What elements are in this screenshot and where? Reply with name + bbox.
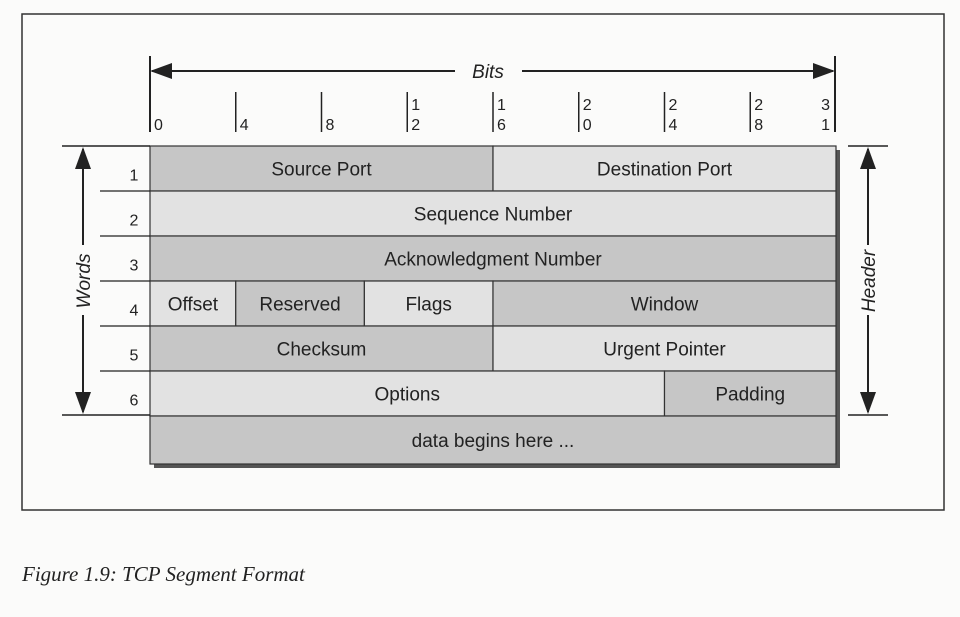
field-label: Urgent Pointer [603,340,726,361]
table-row: Checksum Urgent Pointer 5 [100,325,837,372]
bit-tick-label: 3 [821,97,830,114]
header-label: Header [859,249,880,312]
field-label: Sequence Number [414,205,573,226]
field-label: Source Port [271,160,372,181]
bit-tick-label: 2 [411,117,420,134]
word-number: 5 [130,348,139,365]
field-cell [663,370,837,417]
field-cell [235,280,365,327]
bit-tick-label: 4 [669,117,678,134]
bit-tick-label: 2 [669,97,678,114]
bit-tick-label: 1 [411,97,420,114]
bit-tick-label: 2 [754,97,763,114]
bits-label: Bits [472,62,504,83]
field-cell [492,280,837,327]
field-label: Destination Port [597,160,733,181]
figure-frame [21,13,945,511]
figure-caption: Figure 1.9: TCP Segment Format [22,562,305,586]
field-label: Window [631,295,699,316]
field-cell [492,325,837,372]
field-cell [149,415,837,465]
bit-tick-label: 0 [583,117,592,134]
word-number: 2 [130,213,139,230]
bit-tick-label: 6 [497,117,506,134]
bit-tick-label: 0 [154,117,163,134]
bit-tick-label: 4 [240,117,249,134]
table-row: Options Padding 6 [100,370,837,417]
field-cell [149,370,666,417]
word-number: 6 [130,393,139,410]
field-cell [149,325,494,372]
field-label: Offset [168,295,219,316]
field-label: Acknowledgment Number [384,250,602,271]
field-label: Reserved [259,295,340,316]
words-label: Words [74,253,95,308]
field-cell [149,145,494,192]
word-number: 3 [130,258,139,275]
bit-tick-label: 8 [326,117,335,134]
field-label: Padding [715,385,785,406]
bit-tick-label: 1 [497,97,506,114]
field-label: Checksum [277,340,367,361]
word-number: 4 [130,303,139,320]
table-row: Offset Reserved Flags Window 4 [100,280,837,327]
table-row: data begins here ... [149,415,837,465]
table-row: Sequence Number 2 [100,190,837,237]
bit-tick-label: 2 [583,97,592,114]
field-label: Options [375,385,440,406]
table-row: Acknowledgment Number 3 [100,235,837,282]
table-row: Source Port Destination Port 1 [130,145,837,192]
field-cell [492,145,837,192]
field-label: Flags [405,295,451,316]
word-number: 1 [130,168,139,185]
field-cell [149,190,837,237]
field-label: data begins here ... [412,431,575,452]
bit-tick-label: 8 [754,117,763,134]
bit-tick-label: 1 [821,117,830,134]
